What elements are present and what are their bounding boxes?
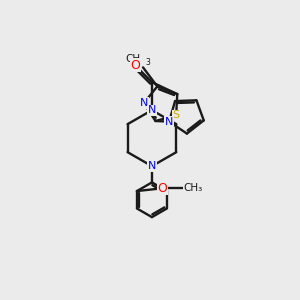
- Text: N: N: [165, 117, 173, 127]
- Text: N: N: [148, 161, 156, 171]
- Text: O: O: [130, 59, 140, 72]
- Text: S: S: [172, 110, 180, 121]
- Text: CH₃: CH₃: [183, 183, 202, 193]
- Text: O: O: [157, 182, 167, 195]
- Text: 3: 3: [145, 58, 150, 68]
- Text: N: N: [140, 98, 148, 108]
- Text: N: N: [148, 105, 156, 115]
- Text: CH: CH: [125, 54, 140, 64]
